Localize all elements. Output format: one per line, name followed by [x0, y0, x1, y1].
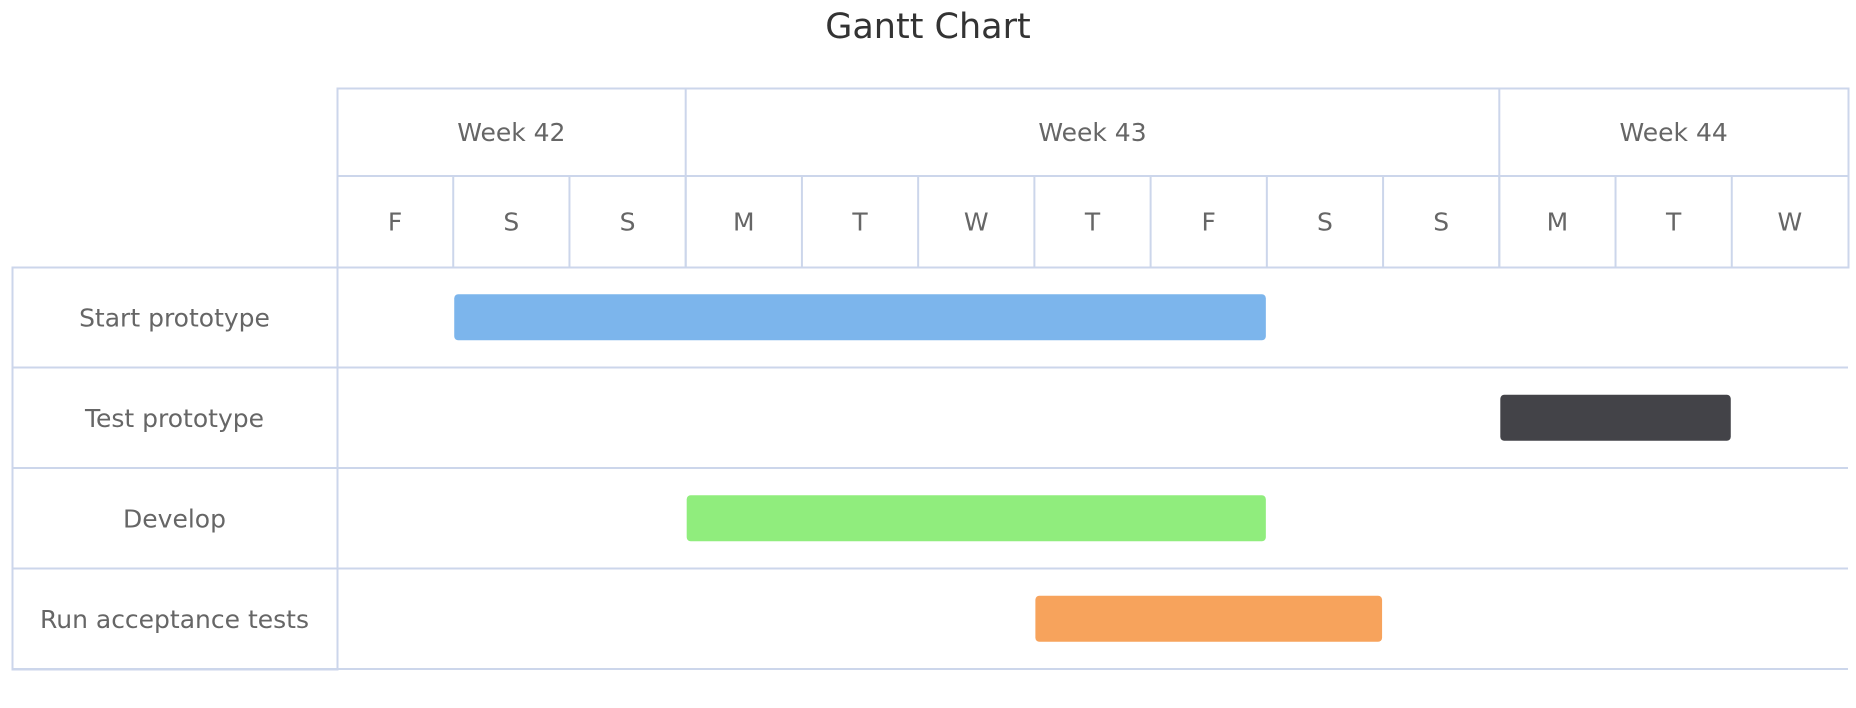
day-label: M [733, 208, 755, 237]
task-label: Test prototype [84, 404, 264, 433]
task-label: Develop [123, 504, 226, 533]
header-frame [336, 87, 1850, 269]
timeline-header: Week 42 Week 43 Week 44 F S S M T W T F S S M T W [388, 118, 1802, 237]
day-label: W [1778, 208, 1803, 237]
task-bar[interactable] [1035, 595, 1383, 642]
day-label: S [503, 208, 519, 237]
task-bar[interactable] [454, 294, 1266, 341]
day-label: M [1547, 208, 1569, 237]
day-label: T [1665, 208, 1682, 237]
day-label: F [388, 208, 402, 237]
week-label: Week 43 [1038, 118, 1146, 147]
day-label: S [620, 208, 636, 237]
day-label: W [964, 208, 989, 237]
week-label: Week 44 [1620, 118, 1728, 147]
day-label: S [1317, 208, 1333, 237]
task-bar[interactable] [1500, 394, 1731, 441]
task-labels: Start prototype Test prototype Develop Run … [40, 303, 309, 634]
chart-title: Gantt Chart [825, 7, 1031, 47]
week-label: Week 42 [457, 118, 565, 147]
task-bars [454, 294, 1731, 642]
task-label: Start prototype [79, 303, 270, 332]
day-label: T [851, 208, 868, 237]
task-bar[interactable] [686, 495, 1266, 542]
task-label: Run acceptance tests [40, 605, 309, 634]
grid-layer [11, 87, 1850, 671]
day-label: T [1084, 208, 1101, 237]
day-label: S [1433, 208, 1449, 237]
day-label: F [1202, 208, 1216, 237]
